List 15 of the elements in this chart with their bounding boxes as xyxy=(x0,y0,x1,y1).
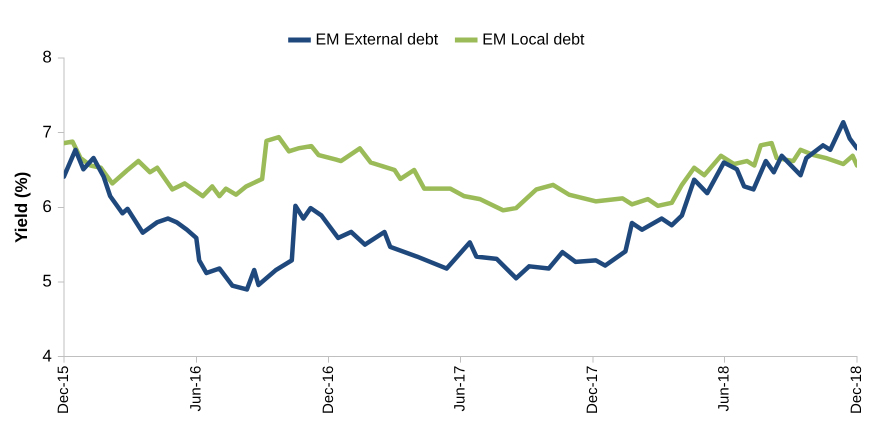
x-tick-label: Dec-16 xyxy=(320,366,337,414)
x-tick-label: Jun-17 xyxy=(452,366,469,412)
x-tick-label: Dec-17 xyxy=(584,366,601,414)
y-tick-label: 5 xyxy=(42,272,52,291)
x-tick-label: Jun-16 xyxy=(187,366,204,412)
x-tick-label: Jun-18 xyxy=(716,366,733,412)
y-tick-label: 7 xyxy=(42,122,52,142)
y-tick-label: 6 xyxy=(42,197,52,216)
legend-label: EM Local debt xyxy=(482,31,586,48)
y-axis-title: Yield (%) xyxy=(12,172,31,243)
y-tick-label: 8 xyxy=(42,48,52,67)
y-tick-label: 4 xyxy=(42,346,52,366)
legend-label: EM External debt xyxy=(315,31,439,48)
x-tick-label: Dec-15 xyxy=(54,366,72,414)
x-tick-label: Dec-18 xyxy=(848,366,866,414)
